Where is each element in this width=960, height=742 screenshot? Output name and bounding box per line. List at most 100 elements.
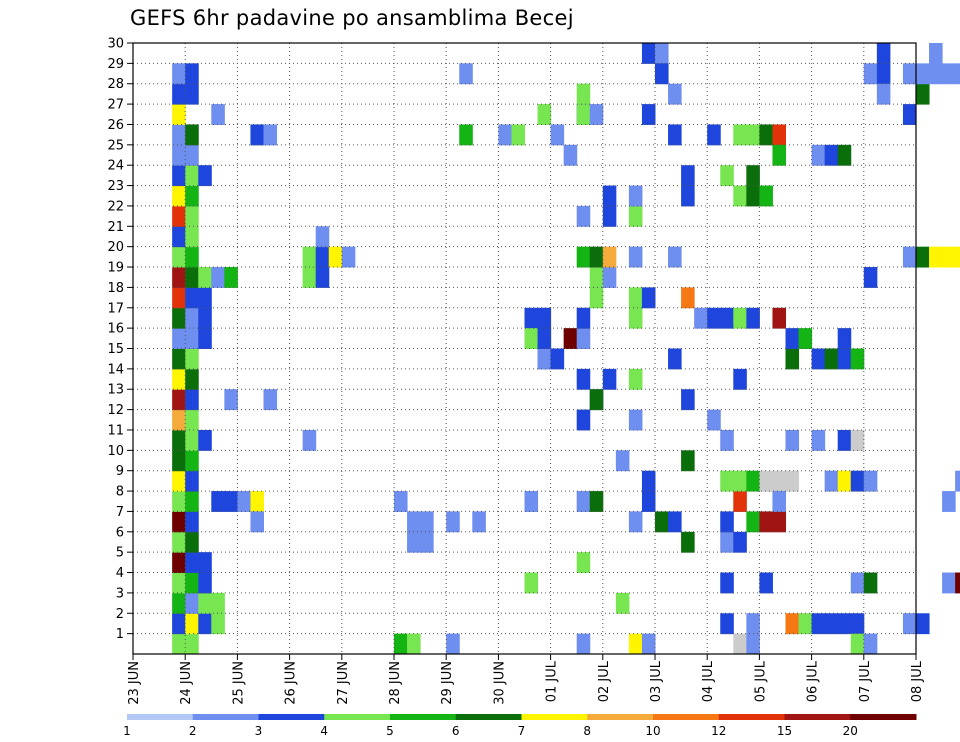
- heatmap-cell: [655, 63, 669, 85]
- heatmap-cell: [655, 43, 669, 64]
- heatmap-cell: [420, 531, 434, 553]
- heatmap-cell: [746, 307, 760, 329]
- heatmap-cell: [172, 104, 186, 125]
- heatmap-cell: [172, 144, 186, 166]
- heatmap-cell: [772, 124, 786, 146]
- heatmap-cell: [563, 328, 578, 349]
- heatmap-cell: [237, 491, 251, 512]
- y-tick-label: 20: [107, 240, 124, 255]
- heatmap-cell: [172, 572, 186, 594]
- y-tick-label: 19: [107, 261, 124, 276]
- heatmap-cell: [785, 429, 800, 451]
- heatmap-cell: [302, 429, 317, 451]
- heatmap-cell: [811, 613, 826, 635]
- heatmap-cell: [733, 124, 747, 146]
- heatmap-cell: [198, 287, 212, 309]
- heatmap-cell: [759, 511, 773, 533]
- heatmap-cell: [641, 104, 656, 125]
- heatmap-cell: [824, 470, 839, 492]
- heatmap-cell: [733, 185, 747, 207]
- heatmap-cell: [185, 531, 199, 553]
- heatmap-cell: [942, 491, 956, 512]
- heatmap-cells: [172, 43, 960, 655]
- heatmap-cell: [772, 511, 786, 533]
- heatmap-cell: [746, 470, 760, 492]
- heatmap-cell: [185, 389, 199, 411]
- heatmap-cell: [916, 63, 930, 85]
- colorbar-label: 3: [255, 724, 263, 738]
- y-tick-label: 9: [116, 464, 124, 479]
- heatmap-cell: [902, 104, 917, 125]
- heatmap-cell: [185, 613, 199, 635]
- heatmap-cell: [746, 613, 760, 635]
- heatmap-cell: [955, 470, 960, 492]
- heatmap-cell: [942, 572, 956, 594]
- heatmap-cell: [733, 491, 747, 512]
- heatmap-cell: [628, 511, 643, 533]
- heatmap-cell: [172, 307, 186, 329]
- heatmap-cell: [955, 246, 960, 268]
- y-tick-label: 18: [107, 281, 124, 296]
- heatmap-cell: [876, 63, 891, 85]
- heatmap-cell: [759, 572, 773, 594]
- heatmap-cell: [172, 409, 186, 431]
- heatmap-cell: [250, 491, 264, 512]
- heatmap-cell: [185, 165, 199, 187]
- heatmap-cell: [746, 165, 760, 187]
- heatmap-cell: [916, 613, 930, 635]
- heatmap-cell: [185, 368, 199, 390]
- y-tick-label: 30: [107, 37, 124, 52]
- heatmap-cell: [211, 613, 225, 635]
- heatmap-cell: [341, 246, 356, 268]
- heatmap-cell: [681, 185, 695, 207]
- colorbar-label: 4: [320, 724, 328, 738]
- colorbar-swatch: [192, 714, 259, 720]
- heatmap-cell: [198, 613, 212, 635]
- colorbar-label: 1: [123, 724, 131, 738]
- heatmap-cell: [681, 165, 695, 187]
- colorbar-swatch: [390, 714, 457, 720]
- heatmap-cell: [759, 124, 773, 146]
- heatmap-cell: [524, 307, 539, 329]
- heatmap-cell: [837, 144, 852, 166]
- heatmap-cell: [185, 633, 199, 655]
- y-tick-label: 8: [116, 485, 124, 500]
- heatmap-cell: [602, 267, 617, 288]
- heatmap-cell: [811, 348, 826, 370]
- heatmap-cell: [863, 633, 878, 655]
- y-tick-label: 22: [107, 199, 124, 214]
- heatmap-cell: [628, 409, 643, 431]
- heatmap-cell: [746, 633, 760, 655]
- heatmap-cell: [185, 287, 199, 309]
- heatmap-cell: [328, 246, 343, 268]
- colorbar-label: 12: [711, 724, 726, 738]
- heatmap-cell: [576, 409, 591, 431]
- heatmap-cell: [668, 511, 682, 533]
- heatmap-cell: [185, 63, 199, 85]
- heatmap-cell: [172, 491, 186, 512]
- heatmap-cell: [628, 307, 643, 329]
- heatmap-cell: [589, 491, 604, 512]
- heatmap-cell: [211, 592, 225, 614]
- heatmap-cell: [837, 429, 852, 451]
- heatmap-cell: [589, 104, 604, 125]
- x-tick-label: 28 JUN: [388, 661, 403, 705]
- heatmap-cell: [615, 592, 630, 614]
- heatmap-cell: [837, 328, 852, 349]
- heatmap-cell: [198, 165, 212, 187]
- heatmap-cell: [185, 592, 199, 614]
- heatmap-cell: [746, 511, 760, 533]
- x-tick-label: 24 JUN: [179, 661, 194, 705]
- y-tick-label: 2: [116, 607, 124, 622]
- colorbar-swatch: [455, 714, 522, 720]
- heatmap-cell: [537, 328, 552, 349]
- heatmap-cell: [720, 307, 734, 329]
- heatmap-cell: [733, 307, 747, 329]
- y-tick-label: 26: [107, 118, 124, 133]
- heatmap-cell: [902, 613, 917, 635]
- heatmap-cell: [785, 328, 800, 349]
- heatmap-cell: [850, 470, 865, 492]
- heatmap-cell: [172, 226, 186, 248]
- heatmap-cell: [720, 572, 734, 594]
- heatmap-cell: [772, 307, 786, 329]
